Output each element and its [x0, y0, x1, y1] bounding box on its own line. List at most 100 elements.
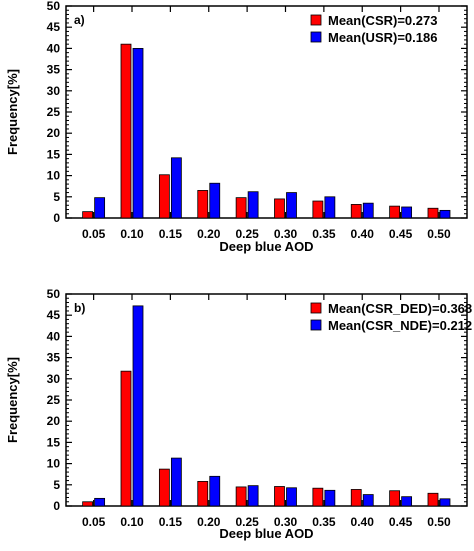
legend-label: Mean(CSR_NDE)=0.212: [328, 318, 472, 333]
y-tick-label: 10: [47, 457, 61, 471]
bar-series1: [274, 486, 285, 507]
bar-series1: [82, 501, 94, 507]
x-tick-label: 0.40: [351, 515, 375, 529]
bar-series2: [362, 202, 374, 219]
bar-series2: [94, 497, 106, 507]
bar-series2: [132, 48, 144, 219]
x-tick-label: 0.40: [351, 227, 375, 241]
x-tick-label: 0.35: [312, 227, 336, 241]
bar-series2: [94, 197, 106, 219]
bar-series1: [350, 204, 362, 219]
bar-series1: [120, 43, 132, 219]
y-tick-label: 25: [47, 393, 61, 407]
bar-series2: [324, 196, 336, 219]
y-tick-label: 15: [47, 435, 61, 449]
panel-label: b): [74, 301, 85, 315]
y-tick-label: 0: [53, 499, 60, 513]
x-tick-label: 0.05: [82, 515, 106, 529]
bar-series1: [274, 198, 285, 219]
x-axis-label: Deep blue AOD: [219, 526, 313, 541]
bar-series2: [439, 498, 451, 507]
bar-series1: [158, 174, 170, 219]
chart-panel-b: 0 5 10 15 20 25 30 35 40 45 50 0.05 0.10 0.15 0.20 0.25…: [5, 287, 472, 541]
legend-swatch: [310, 319, 322, 331]
y-tick-label: 40: [47, 329, 61, 343]
bar-series2: [132, 305, 144, 507]
y-tick-label: 50: [47, 0, 61, 13]
y-tick-label: 30: [47, 372, 61, 386]
bar-series2: [401, 206, 413, 219]
bar-series2: [170, 157, 182, 219]
y-axis-label: Frequency[%]: [5, 69, 20, 155]
x-tick-label: 0.35: [312, 515, 336, 529]
y-tick-label: 35: [47, 63, 61, 77]
bar-series2: [439, 209, 451, 219]
y-tick-label: 45: [47, 308, 61, 322]
bar-series2: [209, 475, 221, 507]
x-tick-label: 0.25: [235, 515, 259, 529]
y-tick-label: 30: [47, 84, 61, 98]
legend-label: Mean(CSR)=0.273: [328, 13, 437, 28]
x-tick-label: 0.25: [235, 227, 259, 241]
bar-series1: [82, 211, 94, 219]
bar-series2: [247, 485, 259, 507]
bar-series2: [247, 191, 259, 219]
bar-series2: [324, 489, 336, 507]
y-tick-label: 20: [47, 126, 61, 140]
bar-series1: [235, 197, 247, 219]
legend-label: Mean(USR)=0.186: [328, 30, 437, 45]
y-tick-label: 25: [47, 105, 61, 119]
bar-series1: [389, 205, 401, 219]
legend-label: Mean(CSR_DED)=0.368: [328, 301, 472, 316]
x-tick-label: 0.20: [197, 515, 221, 529]
legend-swatch: [310, 302, 322, 314]
bar-series1: [312, 200, 324, 219]
y-tick-label: 10: [47, 169, 61, 183]
y-tick-label: 35: [47, 351, 61, 365]
y-axis-label: Frequency[%]: [5, 357, 20, 443]
bar-series1: [389, 490, 401, 507]
legend-swatch: [310, 31, 322, 43]
bar-series2: [362, 494, 374, 507]
y-tick-label: 45: [47, 20, 61, 34]
y-tick-label: 20: [47, 414, 61, 428]
bar-series1: [158, 468, 170, 507]
bar-series1: [350, 489, 362, 507]
x-tick-label: 0.30: [274, 515, 298, 529]
bar-series2: [170, 457, 182, 507]
bar-series1: [235, 486, 247, 507]
bar-series1: [427, 492, 439, 507]
x-tick-label: 0.05: [82, 227, 106, 241]
y-tick-label: 40: [47, 41, 61, 55]
x-tick-label: 0.45: [389, 227, 413, 241]
bar-series2: [286, 487, 297, 507]
bar-series2: [209, 182, 221, 219]
x-tick-label: 0.20: [197, 227, 221, 241]
bar-series2: [401, 496, 413, 507]
bar-series1: [197, 190, 209, 219]
bar-series1: [197, 481, 209, 507]
x-axis-label: Deep blue AOD: [219, 239, 313, 254]
legend-swatch: [310, 14, 322, 26]
y-tick-label: 50: [47, 287, 61, 301]
panel-label: a): [74, 13, 85, 27]
chart-panel-a: 0 5 10 15 20 25 30 35 40 45 50 0.05 0.10 0.15 0.20 0.25…: [5, 0, 468, 254]
bar-series2: [286, 192, 297, 219]
x-tick-label: 0.30: [274, 227, 298, 241]
y-tick-label: 5: [53, 478, 60, 492]
bar-series1: [120, 370, 132, 507]
x-tick-label: 0.45: [389, 515, 413, 529]
bar-series1: [427, 207, 439, 219]
x-tick-label: 0.10: [120, 227, 144, 241]
x-tick-label: 0.50: [427, 227, 451, 241]
bar-series1: [312, 487, 324, 507]
y-tick-label: 5: [53, 190, 60, 204]
x-tick-label: 0.15: [159, 515, 183, 529]
y-tick-label: 15: [47, 147, 61, 161]
x-tick-label: 0.50: [427, 515, 451, 529]
x-tick-label: 0.10: [120, 515, 144, 529]
x-tick-label: 0.15: [159, 227, 183, 241]
y-tick-label: 0: [53, 211, 60, 225]
